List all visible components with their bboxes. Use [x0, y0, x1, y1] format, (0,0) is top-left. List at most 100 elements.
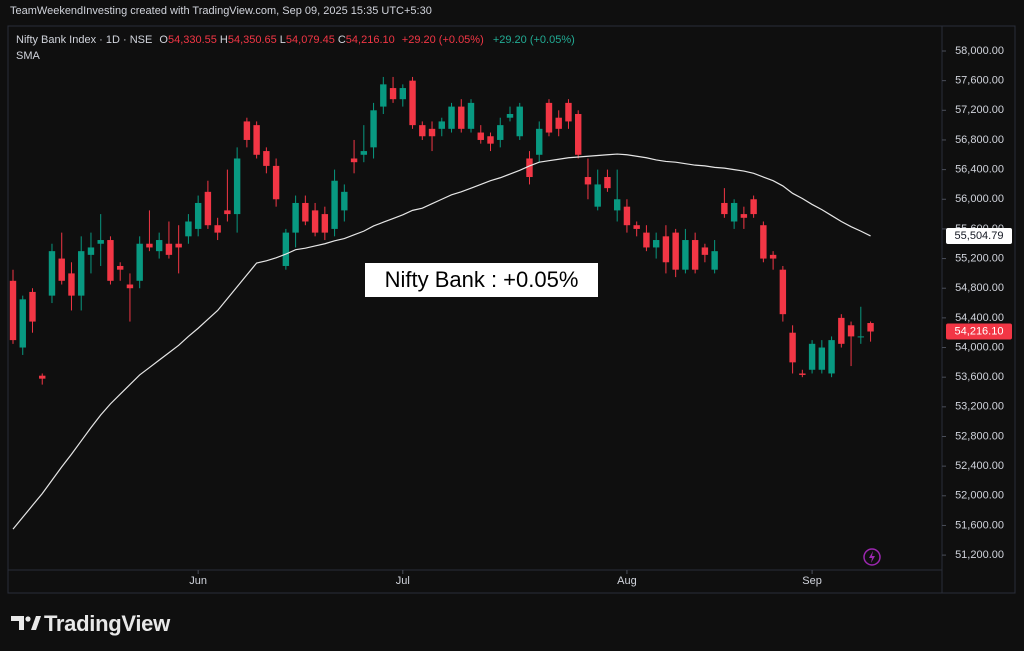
y-tick-label: 56,400.00: [955, 164, 1004, 176]
ohlc-key: O: [159, 34, 168, 46]
candle-body: [126, 284, 134, 289]
ohlc-key: H: [219, 34, 228, 46]
candle-body: [536, 128, 543, 155]
candle-body: [857, 336, 865, 338]
y-tick-label: 51,200.00: [955, 549, 1004, 561]
candle-body: [87, 247, 95, 255]
candle-body: [428, 128, 436, 137]
y-tick-label: 56,800.00: [955, 134, 1004, 146]
candle-body: [292, 202, 299, 233]
candle-body: [477, 132, 484, 140]
candle-body: [341, 191, 348, 211]
y-tick-label: 56,000.00: [955, 193, 1004, 205]
candle-body: [243, 121, 251, 140]
sma-price-tag: [946, 227, 1012, 244]
candle-body: [78, 251, 85, 296]
candle-body: [604, 177, 611, 189]
sma-change: +29.20 (+0.05%): [492, 34, 575, 46]
candle-body: [175, 243, 182, 248]
candle-body: [458, 106, 465, 129]
candle-body: [623, 206, 631, 226]
candle-body: [750, 199, 757, 215]
y-tick-label: 54,400.00: [955, 312, 1004, 324]
candle-body: [867, 323, 874, 332]
candle-body: [730, 202, 738, 222]
candle-body: [272, 165, 280, 200]
change: +29.20 (+0.05%): [401, 34, 484, 46]
y-tick-label: 58,000.00: [955, 45, 1004, 57]
y-tick-label: 53,600.00: [955, 371, 1004, 383]
candle-body: [838, 317, 845, 344]
candle-body: [9, 280, 17, 341]
candle-body: [409, 80, 416, 126]
ohlc-value: 54,350.65: [227, 34, 277, 46]
candle-body: [438, 121, 445, 129]
branding: TradingView: [44, 611, 170, 636]
candle-body: [214, 225, 221, 233]
candle-body: [555, 117, 562, 129]
candle-body: [847, 325, 855, 337]
candle-body: [58, 258, 65, 281]
candle-body: [818, 347, 826, 370]
alert-icon[interactable]: [863, 548, 881, 566]
candle-body: [799, 373, 806, 375]
candle-body: [253, 125, 260, 155]
y-tick-label: 57,200.00: [955, 104, 1004, 116]
candle-body: [116, 265, 124, 270]
candle-body: [516, 106, 523, 137]
annotation: Nifty Bank : +0.05%: [365, 263, 598, 297]
ohlc: O54,330.55 H54,350.65 L54,079.45 C54,216.10: [155, 34, 394, 46]
y-tick-label: 53,200.00: [955, 401, 1004, 413]
candle-body: [48, 251, 56, 296]
candle-body: [370, 110, 377, 148]
x-tick-label: Sep: [802, 575, 822, 587]
y-tick-label: 54,000.00: [955, 341, 1004, 353]
candle-body: [146, 243, 153, 248]
candle-body: [652, 240, 660, 248]
y-tick-label: 51,600.00: [955, 519, 1004, 531]
candle-body: [721, 202, 728, 215]
y-tick-label: 57,600.00: [955, 75, 1004, 87]
candle-body: [311, 210, 319, 233]
y-tick-label: 52,400.00: [955, 460, 1004, 472]
y-tick-label: 54,800.00: [955, 282, 1004, 294]
candle-body: [789, 332, 796, 363]
candle-body: [29, 291, 36, 322]
y-tick-label: 52,000.00: [955, 490, 1004, 502]
candle-body: [565, 102, 572, 122]
candle-body: [526, 158, 533, 178]
candle-body: [808, 343, 816, 370]
candle-body: [204, 191, 212, 226]
candle-body: [331, 180, 338, 229]
x-tick-label: Jun: [189, 575, 207, 587]
ohlc-key: C: [337, 34, 346, 46]
close-price-label: 54,216.10: [955, 325, 1004, 337]
candle-body: [682, 240, 689, 270]
candle-body: [497, 125, 504, 140]
candle-body: [136, 243, 143, 281]
candle-body: [39, 375, 46, 379]
candle-body: [545, 102, 553, 133]
candle-body: [487, 136, 494, 144]
candle-body: [711, 251, 718, 270]
sma-legend: SMA: [16, 50, 40, 62]
candles: [9, 76, 874, 385]
pane-border: [7, 25, 1016, 594]
candle-body: [691, 240, 699, 270]
candle-body: [419, 125, 426, 137]
candle-body: [584, 177, 592, 185]
ohlc-key: L: [279, 34, 286, 46]
candle-body: [643, 232, 650, 248]
symbol: Nifty Bank Index · 1D · NSE: [16, 34, 153, 46]
candle-body: [769, 254, 777, 259]
legend: Nifty Bank Index · 1D · NSE O54,330.55 H5…: [16, 34, 575, 46]
candle-body: [399, 88, 406, 100]
candle-body: [594, 184, 601, 207]
candle-body: [302, 202, 309, 222]
candle-body: [350, 158, 358, 163]
x-tick-label: Aug: [617, 575, 637, 587]
candle-body: [828, 340, 835, 374]
candle-body: [701, 247, 709, 255]
candle-body: [575, 114, 582, 155]
